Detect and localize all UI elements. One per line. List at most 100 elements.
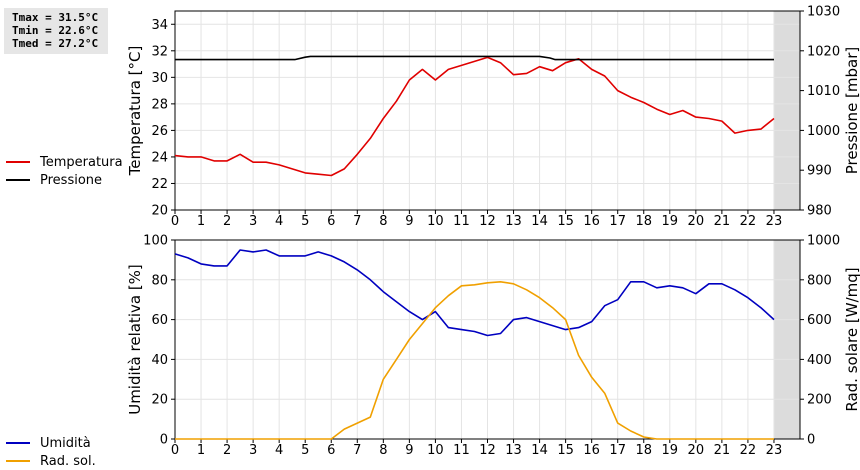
- x-tick-label: 13: [505, 443, 522, 458]
- y-tick-label-left: 60: [151, 313, 168, 328]
- y-tick-label-right: 1010: [807, 84, 840, 99]
- x-tick-label: 16: [583, 214, 600, 229]
- x-tick-label: 6: [327, 443, 335, 458]
- x-tick-label: 9: [405, 443, 413, 458]
- x-tick-label: 21: [714, 443, 731, 458]
- legend-label-humidity: Umidità: [40, 435, 91, 451]
- legend-top: Temperatura Pressione: [6, 153, 123, 189]
- x-tick-label: 14: [531, 443, 548, 458]
- future-band-top: [773, 11, 800, 210]
- stats-box: Tmax = 31.5°C Tmin = 22.6°C Tmed = 27.2°…: [4, 8, 108, 54]
- tmin-text: Tmin = 22.6°C: [12, 24, 99, 37]
- y-axis-label-left: Umidità relativa [%]: [126, 264, 144, 415]
- y-tick-label-right: 1000: [807, 124, 840, 139]
- tmax-text: Tmax = 31.5°C: [12, 11, 99, 24]
- x-tick-label: 5: [301, 214, 309, 229]
- x-tick-label: 3: [249, 443, 257, 458]
- x-tick-label: 0: [171, 214, 179, 229]
- legend-swatch-temperature: [6, 161, 30, 163]
- y-tick-label-left: 100: [143, 234, 168, 249]
- x-tick-label: 14: [531, 214, 548, 229]
- x-tick-label: 18: [635, 443, 652, 458]
- x-tick-label: 12: [479, 443, 496, 458]
- x-tick-label: 20: [688, 443, 705, 458]
- future-band-bottom: [773, 240, 800, 439]
- y-tick-label-left: 24: [151, 150, 168, 165]
- legend-swatch-radiation: [6, 460, 30, 462]
- x-tick-label: 11: [453, 443, 470, 458]
- x-tick-label: 22: [740, 443, 757, 458]
- x-tick-label: 17: [609, 443, 626, 458]
- x-tick-label: 8: [379, 443, 387, 458]
- y-tick-label-right: 200: [807, 393, 832, 408]
- x-tick-label: 9: [405, 214, 413, 229]
- legend-item-humidity: Umidità: [6, 434, 96, 452]
- y-tick-label-left: 20: [151, 393, 168, 408]
- y-axis-label-left: Temperatura [°C]: [126, 46, 144, 177]
- charts-canvas: 0 1 2 3 4 5 6 7 8 9 10 11 12 13 14 15 16 17 18 19 20 21 22 2320…: [126, 5, 860, 459]
- x-tick-label: 17: [609, 214, 626, 229]
- x-tick-label: 7: [353, 443, 361, 458]
- y-tick-label-right: 1020: [807, 44, 840, 59]
- x-tick-label: 10: [427, 214, 444, 229]
- x-tick-label: 3: [249, 214, 257, 229]
- y-tick-label-right: 990: [807, 164, 832, 179]
- y-tick-label-left: 30: [151, 71, 168, 86]
- y-tick-label-right: 1000: [807, 234, 840, 249]
- y-axis-label-right: Rad. solare [W/mq]: [843, 267, 860, 411]
- x-tick-label: 19: [662, 443, 679, 458]
- x-tick-label: 15: [557, 214, 574, 229]
- x-tick-label: 0: [171, 443, 179, 458]
- y-tick-label-right: 1030: [807, 5, 840, 20]
- x-tick-label: 10: [427, 443, 444, 458]
- y-tick-label-left: 28: [151, 97, 168, 112]
- x-tick-label: 23: [766, 214, 783, 229]
- x-tick-label: 6: [327, 214, 335, 229]
- y-tick-label-left: 20: [151, 204, 168, 219]
- legend-label-pressure: Pressione: [40, 172, 103, 188]
- y-tick-label-left: 22: [151, 177, 168, 192]
- x-tick-label: 5: [301, 443, 309, 458]
- x-tick-label: 4: [275, 214, 283, 229]
- legend-swatch-pressure: [6, 179, 30, 181]
- x-tick-label: 2: [223, 214, 231, 229]
- x-tick-label: 21: [714, 214, 731, 229]
- x-tick-label: 2: [223, 443, 231, 458]
- x-tick-label: 19: [662, 214, 679, 229]
- y-tick-label-right: 400: [807, 353, 832, 368]
- y-tick-label-left: 32: [151, 44, 168, 59]
- x-tick-label: 1: [197, 443, 205, 458]
- x-tick-label: 15: [557, 443, 574, 458]
- y-tick-label-left: 26: [151, 124, 168, 139]
- y-tick-label-left: 0: [160, 433, 168, 448]
- series-line-rad-sol-: [175, 280, 774, 440]
- y-tick-label-right: 800: [807, 273, 832, 288]
- y-tick-label-left: 80: [151, 273, 168, 288]
- x-tick-label: 1: [197, 214, 205, 229]
- x-tick-label: 16: [583, 443, 600, 458]
- y-tick-label-right: 0: [807, 433, 815, 448]
- x-tick-label: 20: [688, 214, 705, 229]
- x-tick-label: 12: [479, 214, 496, 229]
- y-tick-label-right: 600: [807, 313, 832, 328]
- x-tick-label: 4: [275, 443, 283, 458]
- series-line-temperatura: [174, 56, 775, 177]
- series-line-umidit-: [174, 249, 775, 337]
- x-tick-label: 22: [740, 214, 757, 229]
- x-tick-label: 7: [353, 214, 361, 229]
- legend-swatch-humidity: [6, 442, 30, 444]
- legend-label-temperature: Temperatura: [40, 154, 123, 170]
- series-line-pressione: [175, 55, 774, 61]
- x-tick-label: 8: [379, 214, 387, 229]
- legend-item-temperature: Temperatura: [6, 153, 123, 171]
- y-tick-label-left: 34: [151, 18, 168, 33]
- x-tick-label: 11: [453, 214, 470, 229]
- y-tick-label-right: 980: [807, 204, 832, 219]
- x-tick-label: 18: [635, 214, 652, 229]
- x-tick-label: 13: [505, 214, 522, 229]
- y-tick-label-left: 40: [151, 353, 168, 368]
- legend-item-pressure: Pressione: [6, 171, 123, 189]
- x-tick-label: 23: [766, 443, 783, 458]
- tmed-text: Tmed = 27.2°C: [12, 37, 99, 50]
- y-axis-label-right: Pressione [mbar]: [843, 47, 860, 175]
